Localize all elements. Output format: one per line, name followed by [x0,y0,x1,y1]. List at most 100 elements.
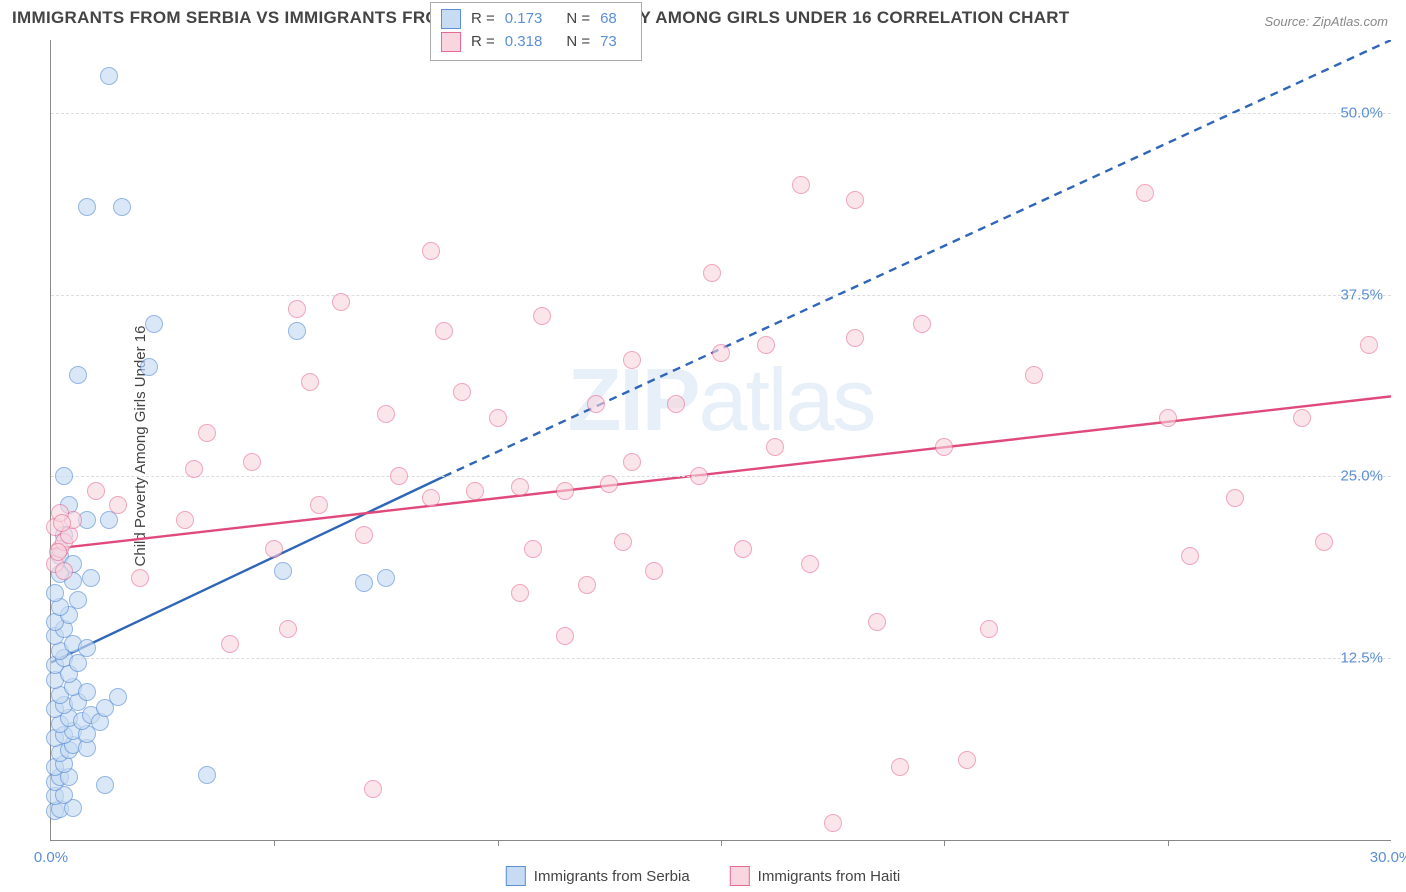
point-haiti [913,315,931,333]
stats-legend-box: R = 0.173 N = 68 R = 0.318 N = 73 [430,2,642,61]
point-haiti [288,300,306,318]
point-haiti [556,627,574,645]
point-haiti [935,438,953,456]
point-haiti [766,438,784,456]
point-haiti [1136,184,1154,202]
point-haiti [524,540,542,558]
r-label: R = [471,30,495,53]
point-serbia [55,467,73,485]
point-haiti [801,555,819,573]
point-haiti [690,467,708,485]
bottom-legend: Immigrants from Serbia Immigrants from H… [506,866,900,886]
swatch-haiti-icon [730,866,750,886]
point-haiti [243,453,261,471]
point-haiti [131,569,149,587]
swatch-serbia-icon [506,866,526,886]
point-haiti [87,482,105,500]
point-haiti [390,467,408,485]
point-haiti [422,242,440,260]
legend-label-haiti: Immigrants from Haiti [758,868,901,885]
x-tick-mark [721,840,722,846]
r-label: R = [471,7,495,30]
point-serbia [69,591,87,609]
point-haiti [265,540,283,558]
n-label: N = [566,7,590,30]
n-value-serbia: 68 [600,7,617,30]
point-serbia [78,683,96,701]
point-haiti [600,475,618,493]
y-tick-label: 12.5% [1340,650,1383,667]
point-haiti [846,191,864,209]
x-tick-label: 30.0% [1370,849,1406,866]
stats-row-serbia: R = 0.173 N = 68 [441,7,631,30]
point-haiti [422,489,440,507]
point-haiti [435,322,453,340]
point-haiti [511,584,529,602]
point-serbia [46,584,64,602]
point-haiti [53,514,71,532]
point-haiti [1293,409,1311,427]
point-serbia [109,688,127,706]
point-haiti [712,344,730,362]
point-haiti [511,478,529,496]
point-haiti [1025,366,1043,384]
point-haiti [958,751,976,769]
gridline-h [51,476,1391,477]
y-tick-label: 25.0% [1340,468,1383,485]
point-haiti [55,562,73,580]
point-haiti [645,562,663,580]
point-serbia [198,766,216,784]
point-haiti [489,409,507,427]
point-haiti [587,395,605,413]
point-haiti [623,351,641,369]
point-serbia [82,569,100,587]
point-haiti [578,576,596,594]
x-tick-mark [274,840,275,846]
point-haiti [453,383,471,401]
r-value-serbia: 0.173 [505,7,543,30]
point-haiti [466,482,484,500]
point-haiti [533,307,551,325]
point-haiti [301,373,319,391]
n-label: N = [566,30,590,53]
r-value-haiti: 0.318 [505,30,543,53]
point-serbia [140,358,158,376]
point-haiti [364,780,382,798]
point-haiti [556,482,574,500]
point-haiti [703,264,721,282]
point-haiti [1226,489,1244,507]
point-haiti [355,526,373,544]
trend-lines-layer [51,40,1391,840]
point-haiti [176,511,194,529]
point-haiti [1360,336,1378,354]
point-haiti [1159,409,1177,427]
point-serbia [69,366,87,384]
legend-item-serbia: Immigrants from Serbia [506,866,690,886]
gridline-h [51,658,1391,659]
point-haiti [310,496,328,514]
point-haiti [614,533,632,551]
point-haiti [792,176,810,194]
point-haiti [109,496,127,514]
point-serbia [113,198,131,216]
point-serbia [78,198,96,216]
point-haiti [221,635,239,653]
gridline-h [51,295,1391,296]
x-tick-mark [1168,840,1169,846]
point-haiti [757,336,775,354]
point-serbia [78,639,96,657]
point-serbia [288,322,306,340]
x-tick-mark [944,840,945,846]
point-serbia [377,569,395,587]
point-haiti [623,453,641,471]
swatch-serbia-icon [441,9,461,29]
n-value-haiti: 73 [600,30,617,53]
point-haiti [49,543,67,561]
legend-label-serbia: Immigrants from Serbia [534,868,690,885]
gridline-h [51,113,1391,114]
point-haiti [846,329,864,347]
point-haiti [332,293,350,311]
stats-row-haiti: R = 0.318 N = 73 [441,30,631,53]
x-tick-label: 0.0% [34,849,68,866]
point-haiti [279,620,297,638]
